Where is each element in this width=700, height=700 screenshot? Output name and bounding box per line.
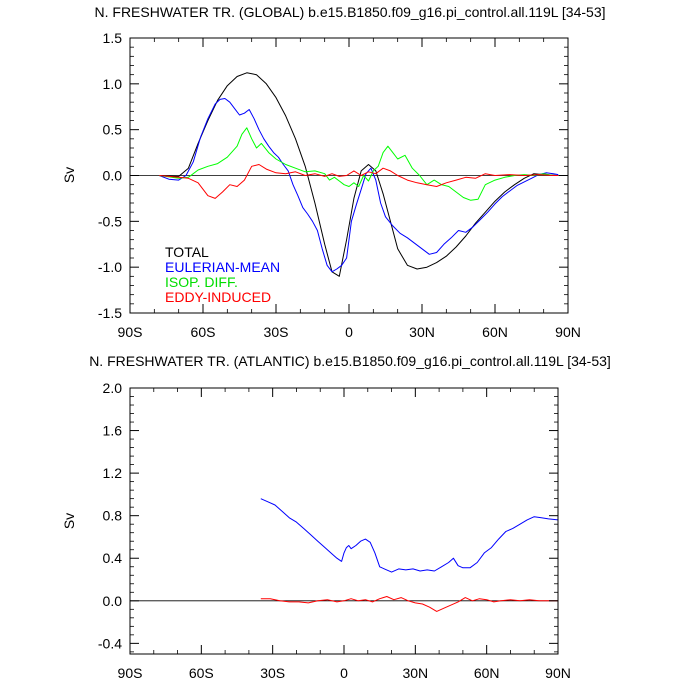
- atlantic-series-eddy-induced: [260, 596, 558, 612]
- atlantic-x-tick-label: 30N: [402, 665, 428, 681]
- global-x-tick-label: 60N: [482, 324, 508, 340]
- global-x-tick-label: 30N: [409, 324, 435, 340]
- global-series-isop-diff: [159, 127, 559, 201]
- global-y-tick-label: 1.0: [103, 76, 123, 92]
- atlantic-x-tick-label: 60N: [474, 665, 500, 681]
- atlantic-y-tick-label: 1.6: [103, 423, 123, 439]
- global-y-tick-label: -0.5: [98, 213, 122, 229]
- legend-eulerian-mean: EULERIAN-MEAN: [165, 259, 280, 275]
- atlantic-y-axis-label: Sv: [61, 513, 77, 529]
- global-y-tick-label: -1.0: [98, 259, 122, 275]
- global-x-tick-label: 90S: [118, 324, 143, 340]
- atlantic-y-tick-label: 2.0: [103, 380, 123, 396]
- atlantic-series-eulerian-mean: [260, 498, 559, 573]
- global-chart-title: N. FRESHWATER TR. (GLOBAL) b.e15.B1850.f…: [95, 4, 606, 20]
- global-series-eddy-induced: [159, 164, 559, 199]
- global-legend: TOTAL EULERIAN-MEAN ISOP. DIFF. EDDY-IND…: [165, 244, 280, 305]
- atlantic-x-tick-label: 90S: [118, 665, 143, 681]
- atlantic-chart-panel: N. FRESHWATER TR. (ATLANTIC) b.e15.B1850…: [61, 353, 611, 681]
- atlantic-x-tick-label: 30S: [260, 665, 285, 681]
- global-y-tick-label: 1.5: [103, 30, 123, 46]
- atlantic-x-tick-label: 0: [340, 665, 348, 681]
- legend-isop-diff: ISOP. DIFF.: [165, 274, 238, 290]
- global-y-axis-label: Sv: [61, 167, 77, 183]
- global-x-tick-label: 90N: [555, 324, 581, 340]
- atlantic-y-tick-label: 0.4: [103, 550, 123, 566]
- atlantic-y-tick-label: 0.0: [103, 593, 123, 609]
- atlantic-y-tick-label: -0.4: [98, 635, 122, 651]
- atlantic-y-tick-label: 1.2: [103, 465, 123, 481]
- atlantic-plot-frame: [129, 387, 559, 655]
- global-series-eulerian-mean: [159, 98, 559, 273]
- legend-eddy-induced: EDDY-INDUCED: [165, 289, 271, 305]
- global-y-tick-label: -1.5: [98, 305, 122, 321]
- atlantic-y-tick-label: 0.8: [103, 508, 123, 524]
- atlantic-x-tick-label: 60S: [189, 665, 214, 681]
- atlantic-x-tick-label: 90N: [545, 665, 571, 681]
- global-chart-panel: N. FRESHWATER TR. (GLOBAL) b.e15.B1850.f…: [61, 4, 606, 340]
- global-series-total: [159, 72, 559, 277]
- global-x-tick-label: 30S: [264, 324, 289, 340]
- atlantic-chart-title: N. FRESHWATER TR. (ATLANTIC) b.e15.B1850…: [89, 353, 611, 369]
- global-y-tick-label: 0.5: [103, 122, 123, 138]
- legend-total: TOTAL: [165, 244, 209, 260]
- global-x-tick-label: 0: [345, 324, 353, 340]
- global-y-tick-label: 0.0: [103, 168, 123, 184]
- global-x-tick-label: 60S: [191, 324, 216, 340]
